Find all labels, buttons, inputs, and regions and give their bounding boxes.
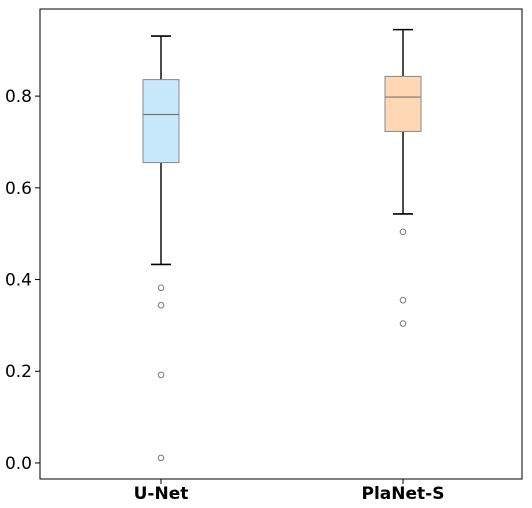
x-category-label: PlaNet-S — [362, 484, 445, 504]
y-axis: 0.0 0.2 0.4 0.6 0.8 — [5, 87, 40, 474]
outlier-point — [399, 228, 407, 236]
y-tick-label: 0.8 — [5, 87, 32, 107]
outlier-point — [399, 320, 407, 327]
outlier-point — [399, 296, 407, 304]
iqr-box — [142, 79, 180, 164]
outlier-point — [157, 454, 165, 462]
y-tick-label: 0.0 — [5, 454, 32, 474]
y-tick-label: 0.2 — [5, 362, 32, 382]
iqr-box — [384, 75, 422, 132]
boxes — [142, 28, 422, 462]
outlier-point — [157, 284, 165, 292]
plot-frame — [39, 8, 523, 480]
y-tick-label: 0.6 — [5, 179, 32, 199]
outlier-point — [157, 301, 165, 309]
x-axis: U-Net PlaNet-S — [134, 479, 445, 504]
y-tick-label: 0.4 — [5, 271, 32, 291]
outlier-point — [157, 371, 165, 379]
x-category-label: U-Net — [134, 484, 189, 504]
box-group-planet-s — [384, 28, 422, 327]
box-group-u-net — [142, 35, 180, 462]
